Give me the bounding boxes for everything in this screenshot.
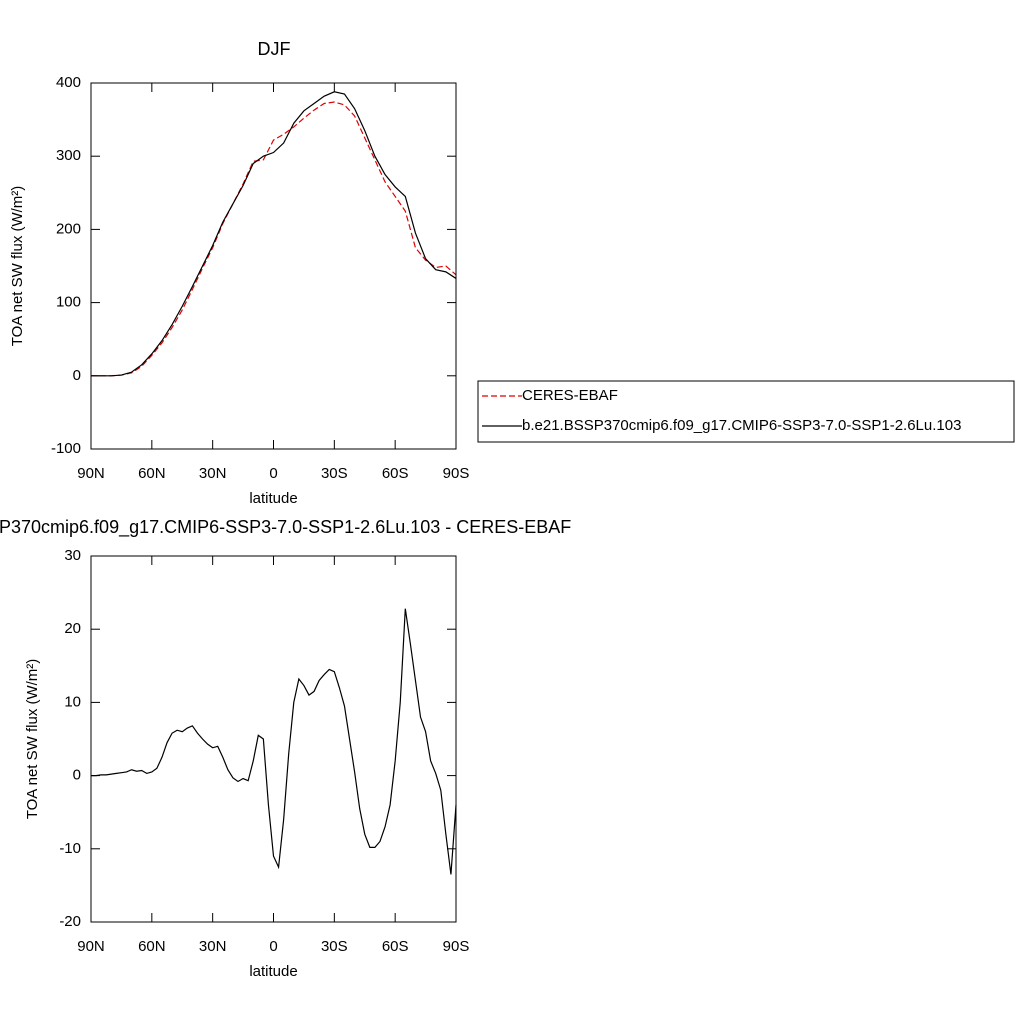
y-tick-label: 0 [73,767,81,784]
x-tick-label: 90N [77,938,105,955]
y-tick-label: -100 [51,440,81,457]
data-line [91,608,457,875]
x-tick-label: 30S [321,465,348,482]
x-tick-label: 90S [443,938,470,955]
data-line [91,91,457,377]
x-axis-label: latitude [249,490,297,507]
y-tick-label: 30 [64,547,81,564]
y-axis-label: TOA net SW flux (W/m²) [24,659,41,820]
x-tick-label: 0 [269,938,277,955]
x-tick-label: 30N [199,465,227,482]
chart-title: DJF [258,39,291,59]
legend-label: CERES-EBAF [522,387,618,404]
y-tick-label: 200 [56,220,81,237]
y-tick-label: -10 [59,840,81,857]
x-tick-label: 60S [382,938,409,955]
x-tick-label: 60S [382,465,409,482]
plot-frame [90,555,457,923]
legend-label: b.e21.BSSP370cmip6.f09_g17.CMIP6-SSP3-7.… [522,417,961,434]
x-tick-label: 90S [443,465,470,482]
y-tick-label: 10 [64,693,81,710]
x-tick-label: 90N [77,465,105,482]
data-line [91,101,457,377]
x-tick-label: 0 [269,465,277,482]
chart-title: P370cmip6.f09_g17.CMIP6-SSP3-7.0-SSP1-2.… [0,517,571,538]
x-axis-label: latitude [249,963,297,980]
plot-frame [90,82,457,450]
legend-box [477,380,1015,443]
x-tick-label: 60N [138,465,166,482]
y-axis-label: TOA net SW flux (W/m²) [9,186,26,347]
x-tick-label: 30S [321,938,348,955]
x-tick-label: 30N [199,938,227,955]
y-tick-label: -20 [59,913,81,930]
y-tick-label: 400 [56,74,81,91]
y-tick-label: 0 [73,367,81,384]
y-tick-label: 20 [64,620,81,637]
x-tick-label: 60N [138,938,166,955]
y-tick-label: 100 [56,294,81,311]
y-tick-label: 300 [56,147,81,164]
